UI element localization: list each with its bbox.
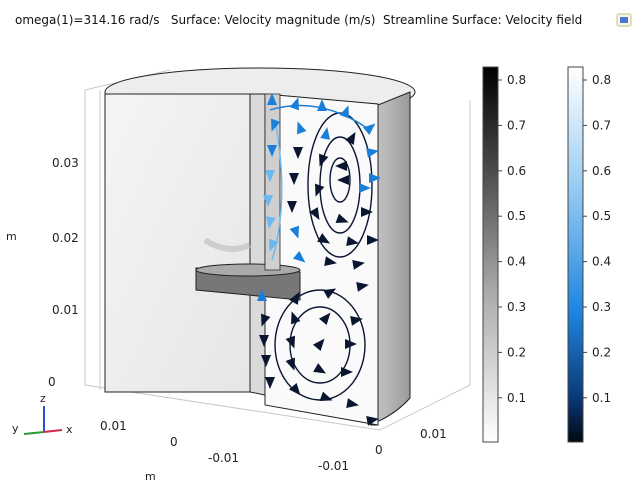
- streamline-arrow: [369, 173, 381, 183]
- colorbar-tick-label: 0.5: [507, 209, 526, 223]
- colorbar-tick-label: 0.3: [507, 300, 526, 314]
- colorbar-tick-label: 0.8: [592, 73, 611, 87]
- colorbar-tick-label: 0.3: [592, 300, 611, 314]
- triad-y-label: y: [12, 422, 19, 435]
- z-tick: 0.03: [52, 156, 79, 170]
- axis-triad: z x y: [12, 392, 73, 436]
- cylinder-geometry: [104, 67, 416, 426]
- streamline-arrow: [289, 97, 299, 111]
- streamline-arrow: [318, 312, 331, 326]
- colorbar-tick-label: 0.6: [592, 164, 611, 178]
- streamline-arrow: [289, 173, 299, 185]
- streamline-arrows: [257, 93, 381, 426]
- colorbar-tick-label: 0.2: [592, 345, 611, 359]
- streamline-arrow: [337, 175, 349, 185]
- triad-z-label: z: [40, 392, 46, 405]
- y-tick: -0.01: [208, 451, 239, 465]
- streamline-arrow: [289, 291, 300, 305]
- streamline-arrow: [289, 225, 299, 239]
- streamline-arrow: [366, 415, 379, 426]
- streamline-arrow: [352, 259, 365, 270]
- streamline-arrow: [319, 391, 333, 401]
- graphics-export-icon[interactable]: [616, 12, 632, 28]
- colorbar-tick-label: 0.4: [507, 255, 526, 269]
- x-tick: 0.01: [420, 427, 447, 441]
- streamline-arrow: [362, 123, 376, 136]
- streamline-arrow: [319, 153, 329, 167]
- streamline-arrow: [341, 367, 353, 377]
- streamline-arrow: [335, 213, 349, 223]
- streamline-arrow: [267, 93, 277, 105]
- colorbar-tick-label: 0.7: [507, 118, 526, 132]
- colorbar-tick-label: 0.4: [592, 255, 611, 269]
- streamline-arrow: [356, 281, 369, 292]
- streamline-arrow: [317, 233, 331, 244]
- streamline-arrow: [313, 363, 327, 374]
- z-axis-label: m: [6, 230, 17, 243]
- streamline-arrow: [269, 238, 279, 252]
- colorbar-tick-label: 0.2: [507, 345, 526, 359]
- streamline-arrow: [309, 207, 320, 221]
- streamline-arrow: [292, 250, 306, 263]
- streamline-arrow: [320, 127, 331, 140]
- x-tick: 0: [375, 443, 383, 457]
- streamline-arrow: [285, 335, 295, 349]
- streamline-arrow: [345, 339, 357, 349]
- streamline-arrow: [288, 382, 301, 396]
- streamline-arrow: [287, 201, 297, 213]
- colorbar-tick-label: 0.1: [507, 391, 526, 405]
- streamline-arrow: [366, 147, 379, 158]
- z-tick: 0.02: [52, 231, 79, 245]
- x-tick: -0.01: [318, 459, 349, 473]
- streamline-arrow: [261, 313, 271, 327]
- streamline-arrow: [359, 183, 371, 193]
- streamline-arrow: [261, 355, 271, 367]
- streamline-arrow: [323, 288, 337, 299]
- z-tick: 0.01: [52, 303, 79, 317]
- z-axis: 0.03 0.02 0.01 0 m: [6, 156, 79, 389]
- y-axis: 0.01 0 -0.01 m: [100, 419, 239, 480]
- streamline-arrow: [293, 147, 303, 159]
- streamline-colorbar: 0.8 0.7 0.6 0.5 0.4 0.3 0.2 0.1: [567, 66, 611, 443]
- y-tick: 0.01: [100, 419, 127, 433]
- y-axis-label: m: [145, 470, 156, 480]
- streamline-arrow: [346, 398, 359, 409]
- surface-colorbar: 0.8 0.7 0.6 0.5 0.4 0.3 0.2 0.1: [482, 66, 526, 443]
- colorbar-tick-label: 0.6: [507, 164, 526, 178]
- streamline-arrow: [324, 256, 337, 267]
- streamline-arrow: [263, 195, 273, 207]
- z-tick: 0: [48, 375, 56, 389]
- streamline-arrow: [265, 170, 275, 182]
- colorbar-tick-label: 0.1: [592, 391, 611, 405]
- triad-x-label: x: [66, 423, 73, 436]
- streamline-arrow: [297, 121, 307, 135]
- y-tick: 0: [170, 435, 178, 449]
- streamline-arrow: [257, 289, 267, 301]
- streamline-arrow: [259, 335, 269, 347]
- streamline-arrow: [265, 377, 275, 389]
- streamline-arrow: [317, 99, 327, 111]
- x-axis: 0.01 0 -0.01: [318, 427, 447, 473]
- streamline-arrow: [312, 338, 325, 352]
- streamline-arrow: [335, 161, 347, 171]
- streamline-arrow: [267, 145, 277, 157]
- colorbar-tick-label: 0.8: [507, 73, 526, 87]
- plot-title: omega(1)=314.16 rad/s Surface: Velocity …: [15, 13, 583, 27]
- colorbar-tick-label: 0.5: [592, 209, 611, 223]
- streamline-arrow: [346, 236, 359, 247]
- streamline-arrow: [265, 216, 276, 229]
- colorbar-tick-label: 0.7: [592, 118, 611, 132]
- streamline-arrow: [271, 118, 281, 132]
- streamline-arrow: [350, 315, 363, 326]
- streamline-arrow: [339, 105, 349, 119]
- streamline-arrow: [291, 311, 301, 325]
- streamline-arrow: [285, 357, 295, 371]
- streamline-arrow: [315, 183, 325, 197]
- streamline-arrow: [367, 235, 379, 245]
- streamline-arrow: [345, 131, 356, 145]
- streamline-arrow: [361, 207, 373, 217]
